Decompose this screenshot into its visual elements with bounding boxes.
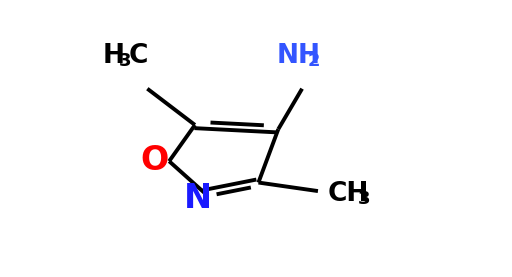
Text: 3: 3 (357, 190, 370, 208)
Text: H: H (103, 43, 125, 69)
Text: 2: 2 (307, 52, 319, 70)
Text: C: C (129, 43, 147, 69)
Text: NH: NH (276, 43, 321, 69)
Text: 3: 3 (119, 52, 131, 70)
Text: N: N (184, 182, 212, 215)
Text: O: O (140, 144, 168, 177)
Text: CH: CH (328, 181, 369, 207)
